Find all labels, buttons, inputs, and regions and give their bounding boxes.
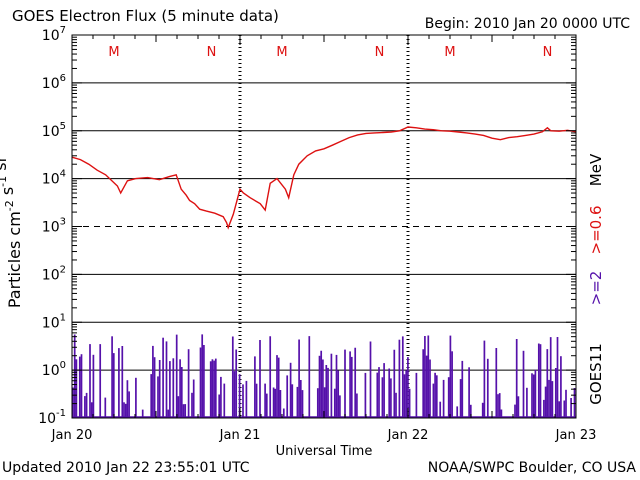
series-high-energy-line — [71, 126, 577, 230]
day-marker: N — [543, 45, 553, 60]
x-tick-label: Jan 23 — [555, 428, 597, 443]
y-tick-label: 103 — [42, 217, 66, 236]
low-energy-label: >=2 — [587, 271, 605, 306]
y-tick-label: 102 — [42, 264, 66, 283]
y-tick-label: 100 — [42, 360, 66, 379]
updated-time: Updated 2010 Jan 22 23:55:01 UTC — [2, 460, 250, 476]
x-tick-label: Jan 20 — [51, 428, 93, 443]
credit: NOAA/SWPC Boulder, CO USA — [427, 460, 636, 476]
series-low-energy — [72, 334, 576, 418]
chart-title: GOES Electron Flux (5 minute data) — [12, 7, 279, 25]
day-marker: M — [444, 45, 455, 60]
day-marker: N — [375, 45, 385, 60]
y-tick-label: 10-1 — [38, 408, 66, 427]
day-marker: N — [207, 45, 217, 60]
high-energy-label: >=0.6 — [587, 206, 605, 255]
begin-time: Begin: 2010 Jan 20 0000 UTC — [424, 16, 630, 32]
x-axis-label: Universal Time — [276, 444, 373, 459]
right-labels: MeV >=0.6 >=2 GOES11 — [587, 153, 605, 405]
y-tick-label: 104 — [42, 169, 66, 188]
y-tick-label: 101 — [42, 312, 66, 331]
y-axis-label: Particles cm-2 s-1 sr-1 — [0, 145, 24, 308]
grid-lines — [72, 34, 576, 419]
plot-frame — [71, 34, 577, 419]
satellite-label: GOES11 — [587, 343, 605, 405]
y-tick-label: 107 — [42, 25, 66, 44]
x-tick-label: Jan 22 — [387, 428, 429, 443]
x-axis-ticks: Jan 20 Jan 21 Jan 22 Jan 23 — [51, 35, 597, 443]
unit-label: MeV — [587, 153, 605, 186]
day-marker: M — [108, 45, 119, 60]
y-tick-label: 106 — [42, 73, 66, 92]
y-axis-ticks: 10-1 100 101 102 103 104 105 106 107 — [38, 25, 576, 427]
x-tick-label: Jan 21 — [219, 428, 261, 443]
y-tick-label: 105 — [42, 121, 66, 140]
day-marker: M — [276, 45, 287, 60]
